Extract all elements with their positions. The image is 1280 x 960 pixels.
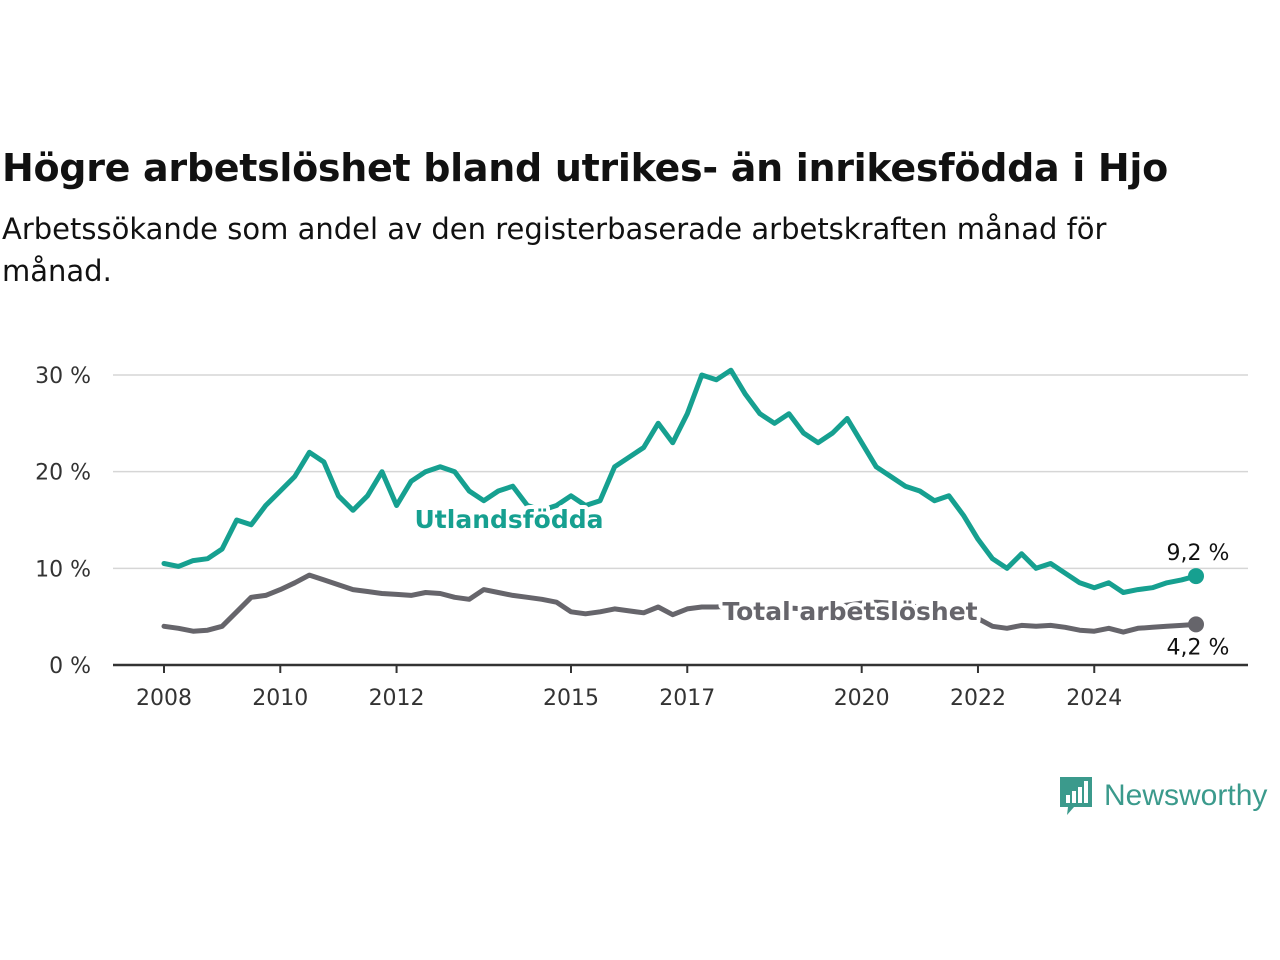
x-tick-label: 2012	[369, 686, 425, 711]
series-label: Utlandsfödda	[415, 505, 604, 534]
y-tick-label: 10 %	[35, 557, 91, 582]
x-tick-label: 2017	[659, 686, 715, 711]
series-line	[161, 572, 1199, 635]
newsworthy-logo-icon	[1060, 777, 1092, 815]
x-tick-label: 2015	[543, 686, 599, 711]
series-end-dot	[1188, 616, 1204, 633]
end-value-label: 9,2 %	[1167, 541, 1230, 566]
series-labels: 9,2 %4,2 %UtlandsföddaUtlandsföddaTotal …	[411, 501, 1230, 660]
x-tick-label: 2020	[834, 686, 890, 711]
series-lines	[161, 367, 1204, 635]
chart-subtitle: Arbetssökande som andel av den registerb…	[2, 212, 1107, 288]
x-axis: 2008 2010 2012 2015 2017 2020 2022 2024	[113, 663, 1248, 711]
series-label-halo: Total arbetslöshet	[722, 597, 977, 626]
x-tick-label: 2022	[950, 686, 1006, 711]
chart-title: Högre arbetslöshet bland utrikes- än inr…	[2, 146, 1168, 190]
series-label: Total arbetslöshet	[722, 597, 977, 626]
end-value-label: 4,2 %	[1167, 635, 1230, 660]
y-tick-label: 0 %	[49, 654, 91, 679]
y-tick-label: 20 %	[35, 461, 91, 486]
brand-name: Newsworthy	[1104, 779, 1268, 812]
y-gridlines	[113, 374, 1248, 570]
y-axis-ticks: 0 % 10 % 20 % 30 %	[35, 364, 91, 679]
y-tick-label: 30 %	[35, 364, 91, 389]
x-tick-label: 2010	[252, 686, 308, 711]
x-tick-label: 2008	[136, 686, 192, 711]
x-tick-label: 2024	[1066, 686, 1122, 711]
series-line	[161, 367, 1199, 595]
series-label-halo: Utlandsfödda	[415, 505, 604, 534]
newsworthy-brand: Newsworthy	[1058, 772, 1267, 820]
series-end-dot	[1188, 568, 1204, 585]
